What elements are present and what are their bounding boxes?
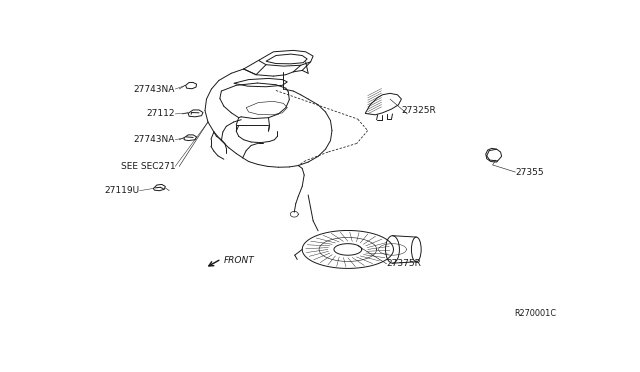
Text: 27743NA: 27743NA <box>134 84 175 93</box>
Text: 27375R: 27375R <box>387 259 421 268</box>
Text: 27355: 27355 <box>515 168 544 177</box>
Polygon shape <box>186 83 196 89</box>
Polygon shape <box>184 135 196 141</box>
Text: SEE SEC271: SEE SEC271 <box>120 162 175 171</box>
Text: 27743NA: 27743NA <box>134 135 175 144</box>
Ellipse shape <box>385 236 399 263</box>
Text: 27325R: 27325R <box>401 106 436 115</box>
Text: R270001C: R270001C <box>514 309 556 318</box>
Polygon shape <box>486 148 502 162</box>
Ellipse shape <box>412 237 421 262</box>
Polygon shape <box>259 50 313 66</box>
Polygon shape <box>188 110 203 117</box>
Text: 27112: 27112 <box>147 109 175 118</box>
Polygon shape <box>365 93 401 115</box>
Text: 27119U: 27119U <box>104 186 140 195</box>
Polygon shape <box>154 185 165 191</box>
Text: FRONT: FRONT <box>224 256 255 264</box>
